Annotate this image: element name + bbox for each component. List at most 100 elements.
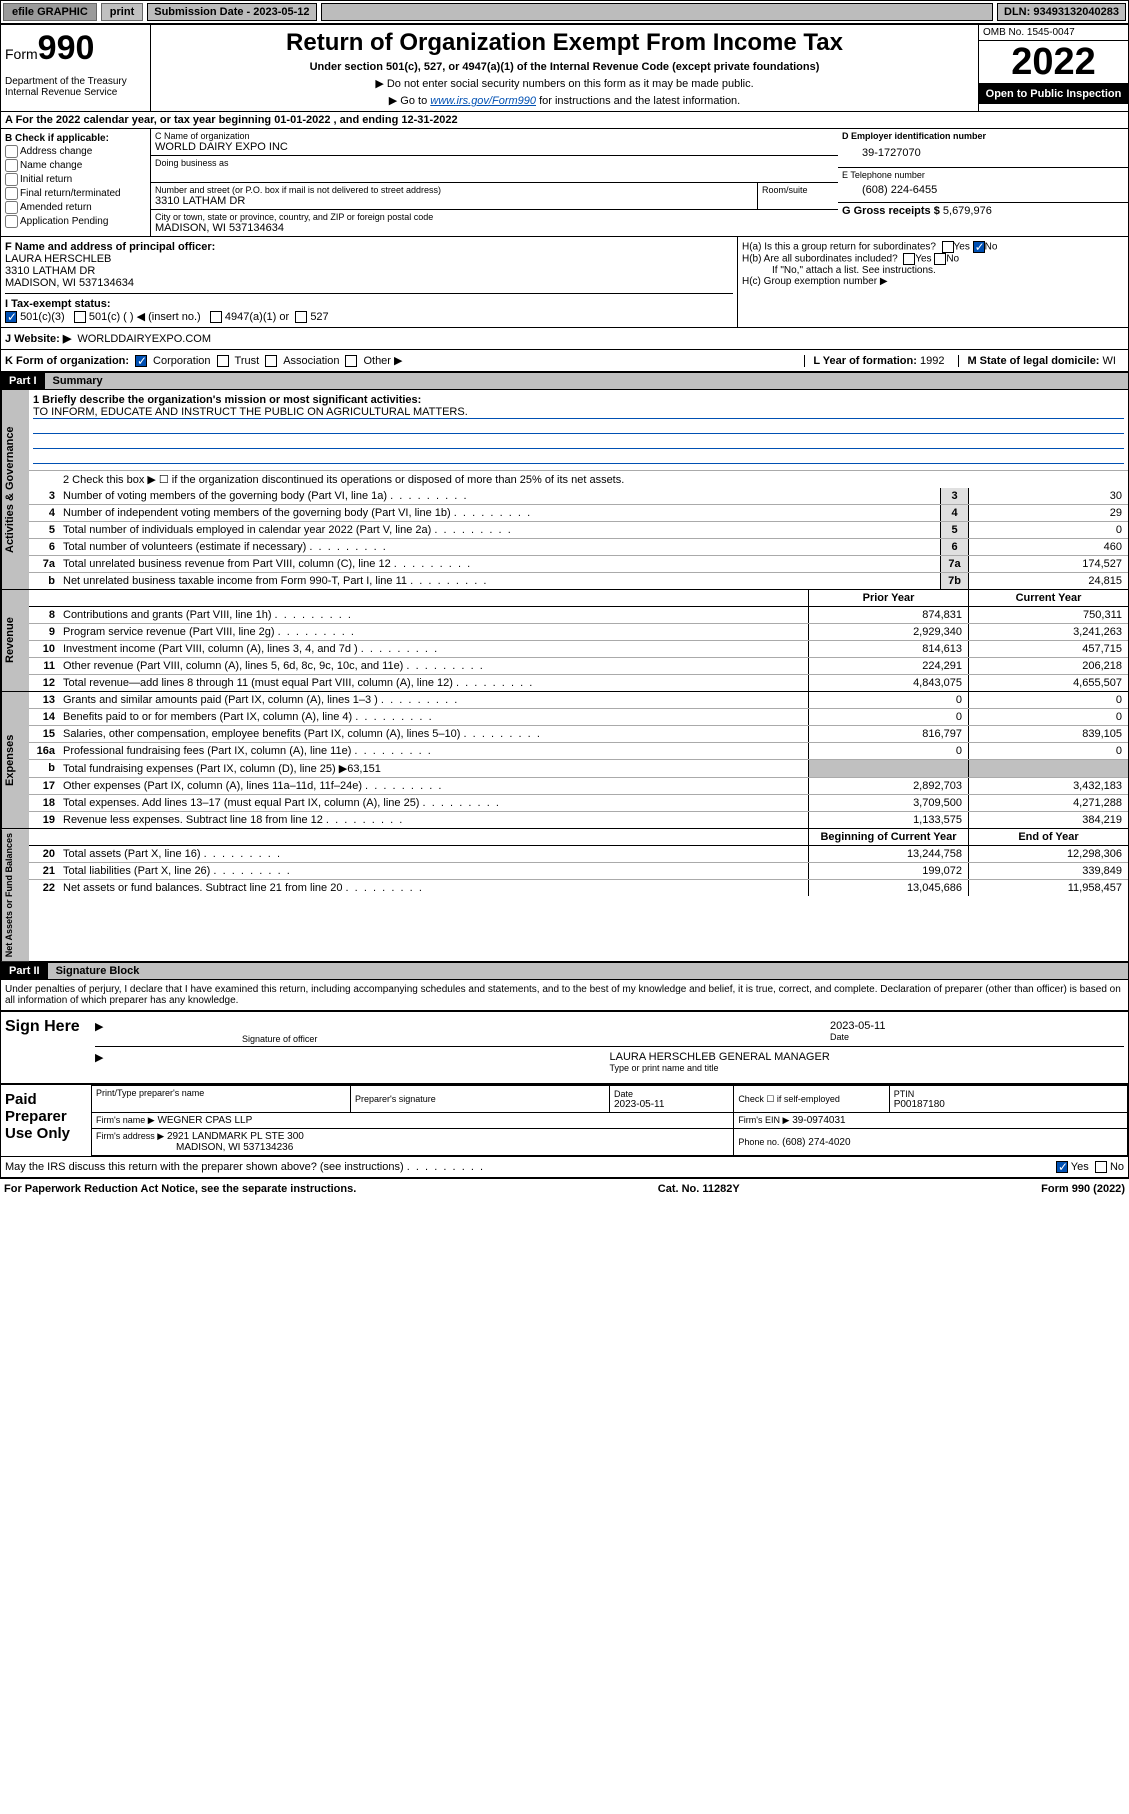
chk-other[interactable]	[345, 355, 357, 367]
city-value: MADISON, WI 537134634	[155, 222, 834, 234]
chk-initial-return[interactable]: Initial return	[5, 173, 146, 186]
chk-assoc[interactable]	[265, 355, 277, 367]
chk-irs-yes[interactable]	[1056, 1161, 1068, 1173]
prep-date: 2023-05-11	[614, 1099, 729, 1110]
chk-hb-yes[interactable]	[903, 253, 915, 265]
form-note-1: ▶ Do not enter social security numbers o…	[155, 77, 974, 90]
sign-here-block: Sign Here ▶ Signature of officer 2023-05…	[0, 1011, 1129, 1084]
ptin-label: PTIN	[894, 1089, 1123, 1099]
topbar-spacer	[321, 3, 993, 21]
prior-year-hdr: Prior Year	[808, 590, 968, 607]
ein-label: D Employer identification number	[842, 131, 1124, 141]
box-hc: H(c) Group exemption number ▶	[742, 276, 1124, 287]
ptin: P00187180	[894, 1099, 1123, 1110]
mission-text: TO INFORM, EDUCATE AND INSTRUCT THE PUBL…	[33, 406, 1124, 419]
revenue-section: Revenue Prior Year Current Year 8Contrib…	[0, 590, 1129, 692]
fh-block: F Name and address of principal officer:…	[0, 237, 1129, 328]
box-c: C Name of organization WORLD DAIRY EXPO …	[151, 129, 838, 236]
phone-label: E Telephone number	[842, 170, 1124, 180]
line-1-label: 1 Briefly describe the organization's mi…	[33, 394, 1124, 406]
signature-field[interactable]	[242, 1020, 830, 1034]
form-note-2: ▶ Go to www.irs.gov/Form990 for instruct…	[155, 94, 974, 107]
chk-ha-yes[interactable]	[942, 241, 954, 253]
prep-name-label: Print/Type preparer's name	[96, 1088, 346, 1098]
prep-date-label: Date	[614, 1089, 729, 1099]
dba-label: Doing business as	[155, 158, 834, 168]
box-b-label: B Check if applicable:	[5, 133, 146, 144]
table-row: 3Number of voting members of the governi…	[29, 488, 1128, 504]
sig-officer-label: Signature of officer	[242, 1034, 830, 1044]
balance-header: Beginning of Current Year End of Year	[29, 829, 1128, 846]
table-row: 15Salaries, other compensation, employee…	[29, 725, 1128, 742]
chk-corp[interactable]	[135, 355, 147, 367]
box-ha: H(a) Is this a group return for subordin…	[742, 241, 1124, 253]
side-balances: Net Assets or Fund Balances	[1, 829, 29, 961]
officer-name: LAURA HERSCHLEB	[5, 253, 733, 265]
paperwork-notice: For Paperwork Reduction Act Notice, see …	[4, 1183, 356, 1195]
dba-value	[155, 168, 834, 180]
preparer-table: Print/Type preparer's name Preparer's si…	[91, 1085, 1128, 1156]
beg-year-hdr: Beginning of Current Year	[808, 829, 968, 846]
chk-hb-no[interactable]	[934, 253, 946, 265]
chk-ha-no[interactable]	[973, 241, 985, 253]
table-row: 14Benefits paid to or for members (Part …	[29, 708, 1128, 725]
chk-501c3[interactable]	[5, 311, 17, 323]
opt-501c3: 501(c)(3)	[20, 311, 65, 323]
chk-address-change[interactable]: Address change	[5, 145, 146, 158]
type-name-label: Type or print name and title	[610, 1063, 1125, 1073]
no-label: No	[985, 242, 998, 253]
chk-501c[interactable]	[74, 311, 86, 323]
table-row: 18Total expenses. Add lines 13–17 (must …	[29, 794, 1128, 811]
self-employed-check[interactable]: Check ☐ if self-employed	[738, 1094, 884, 1105]
side-expenses: Expenses	[1, 692, 29, 828]
opt-corp: Corporation	[153, 355, 210, 367]
chk-irs-no[interactable]	[1095, 1161, 1107, 1173]
table-row: bTotal fundraising expenses (Part IX, co…	[29, 759, 1128, 777]
irs-link[interactable]: www.irs.gov/Form990	[430, 95, 536, 107]
may-irs-row: May the IRS discuss this return with the…	[0, 1157, 1129, 1178]
submission-date: Submission Date - 2023-05-12	[147, 3, 316, 21]
room-label: Room/suite	[762, 185, 834, 195]
table-row: 16aProfessional fundraising fees (Part I…	[29, 742, 1128, 759]
firm-ein: 39-0974031	[792, 1115, 845, 1126]
street-label: Number and street (or P.O. box if mail i…	[155, 185, 753, 195]
box-f-label: F Name and address of principal officer:	[5, 241, 733, 253]
chk-name-change[interactable]: Name change	[5, 159, 146, 172]
firm-addr1: 2921 LANDMARK PL STE 300	[167, 1131, 304, 1142]
mission-blank-line	[33, 451, 1124, 464]
chk-final-return[interactable]: Final return/terminated	[5, 187, 146, 200]
print-button[interactable]: print	[101, 3, 143, 21]
year-formation-label: L Year of formation:	[813, 355, 917, 367]
org-name: WORLD DAIRY EXPO INC	[155, 141, 834, 153]
firm-phone: (608) 274-4020	[782, 1137, 850, 1148]
paid-preparer-label: Paid Preparer Use Only	[1, 1085, 91, 1156]
table-row: 20Total assets (Part X, line 16)13,244,7…	[29, 846, 1128, 862]
omb-number: OMB No. 1545-0047	[979, 25, 1128, 41]
table-row: 6Total number of volunteers (estimate if…	[29, 538, 1128, 555]
opt-other: Other ▶	[363, 354, 402, 367]
chk-application-pending[interactable]: Application Pending	[5, 215, 146, 228]
chk-trust[interactable]	[217, 355, 229, 367]
mission-blank-line	[33, 436, 1124, 449]
chk-amended[interactable]: Amended return	[5, 201, 146, 214]
efile-button[interactable]: efile GRAPHIC	[3, 3, 97, 21]
section-a: A For the 2022 calendar year, or tax yea…	[1, 112, 1128, 128]
prep-name-field[interactable]	[96, 1098, 346, 1110]
side-revenue: Revenue	[1, 590, 29, 691]
year-header: Prior Year Current Year	[29, 590, 1128, 607]
street-value: 3310 LATHAM DR	[155, 195, 753, 207]
dln: DLN: 93493132040283	[997, 3, 1126, 21]
website-label: J Website: ▶	[5, 332, 71, 345]
chk-527[interactable]	[295, 311, 307, 323]
form-org-label: K Form of organization:	[5, 355, 129, 367]
chk-4947[interactable]	[210, 311, 222, 323]
box-b: B Check if applicable: Address change Na…	[1, 129, 151, 236]
declaration: Under penalties of perjury, I declare th…	[0, 980, 1129, 1011]
table-row: bNet unrelated business taxable income f…	[29, 572, 1128, 589]
part-2-bar: Part II Signature Block	[0, 962, 1129, 980]
part-1-title: Summary	[45, 373, 1128, 389]
form-990-number: 990	[38, 29, 95, 67]
no-label: No	[1110, 1161, 1124, 1173]
table-row: 22Net assets or fund balances. Subtract …	[29, 879, 1128, 896]
yes-label: Yes	[915, 254, 931, 265]
